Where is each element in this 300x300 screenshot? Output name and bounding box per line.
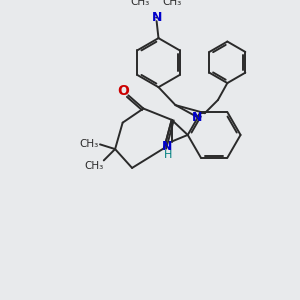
Text: H: H — [164, 150, 172, 160]
Text: CH₃: CH₃ — [79, 140, 98, 149]
Text: CH₃: CH₃ — [162, 0, 181, 7]
Text: CH₃: CH₃ — [85, 161, 104, 171]
Text: CH₃: CH₃ — [130, 0, 149, 7]
Text: N: N — [152, 11, 162, 24]
Text: O: O — [118, 84, 130, 98]
Text: N: N — [192, 110, 202, 124]
Text: N: N — [162, 140, 172, 153]
